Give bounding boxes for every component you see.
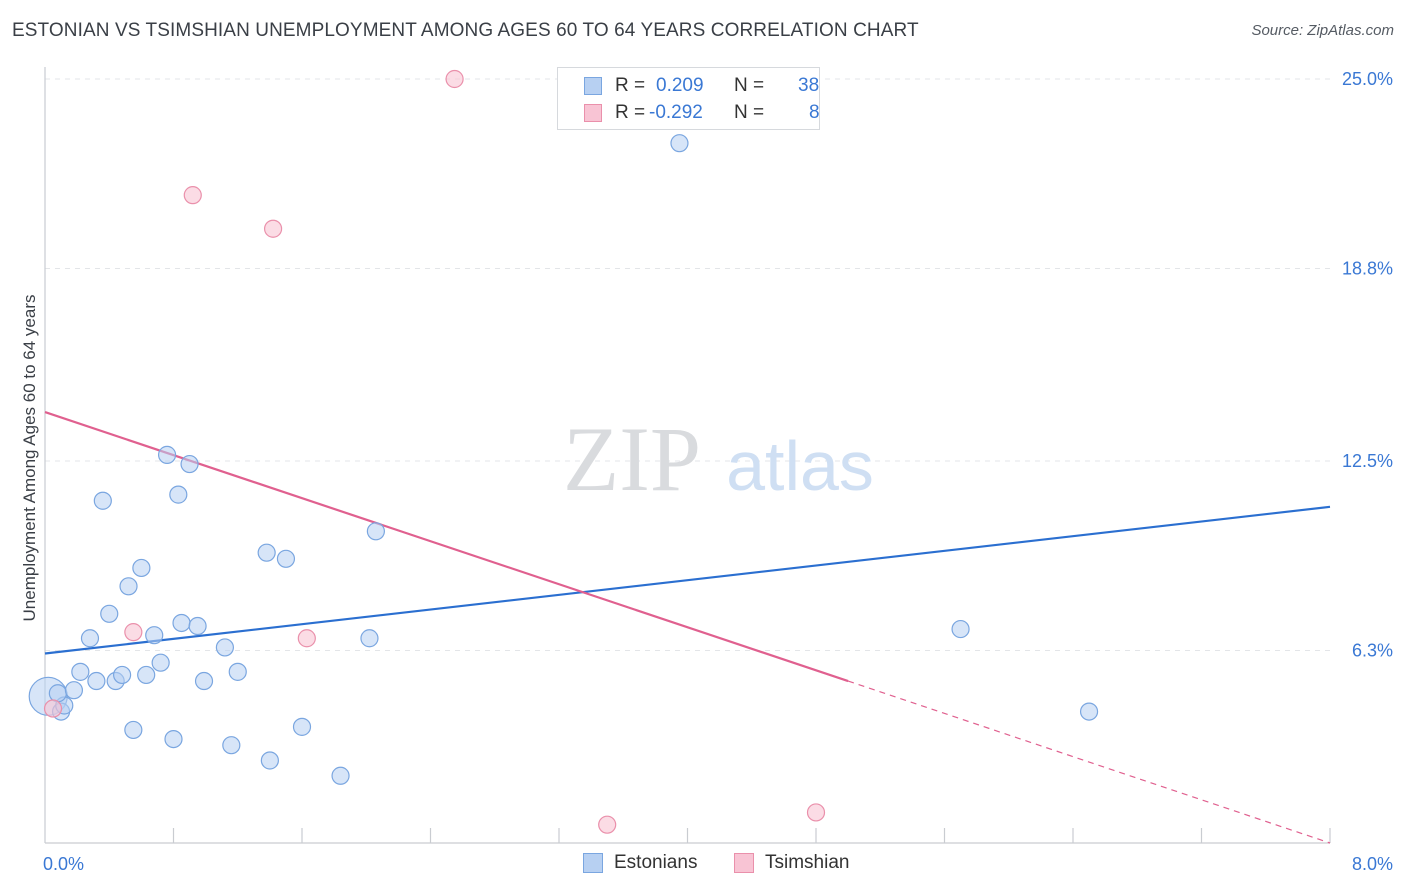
point-estonians [157, 445, 177, 464]
point-tsimshian [806, 803, 826, 822]
legend-n-label: N = [734, 75, 765, 96]
chart-title: ESTONIAN VS TSIMSHIAN UNEMPLOYMENT AMONG… [12, 20, 919, 41]
trend-line-estonians [44, 505, 1331, 655]
point-tsimshian [297, 629, 316, 648]
x-tick-label: 8.0% [1352, 854, 1393, 874]
legend-n-value: 38 [798, 75, 820, 96]
point-estonians [100, 604, 119, 623]
point-estonians [172, 613, 191, 633]
point-tsimshian [183, 186, 202, 205]
point-estonians [80, 629, 100, 648]
legend-n-value: 8 [809, 102, 820, 123]
trend-line-tsimshian [44, 411, 849, 683]
grid-lines [45, 78, 1330, 651]
point-estonians [151, 653, 170, 672]
point-estonians [1079, 702, 1099, 721]
point-tsimshian [43, 699, 63, 718]
legend-label-tsimshian: Tsimshian [765, 852, 850, 873]
point-estonians [132, 558, 151, 578]
y-tick-label: 18.8% [1342, 258, 1393, 278]
point-estonians [124, 720, 143, 740]
point-estonians [87, 671, 106, 691]
point-tsimshian [598, 815, 617, 834]
point-estonians [222, 736, 241, 755]
point-estonians [292, 717, 312, 736]
point-estonians [180, 454, 199, 474]
x-tick-label: 0.0% [43, 854, 84, 874]
watermark-atlas: atlas [726, 427, 874, 505]
point-estonians [951, 619, 970, 639]
point-estonians [119, 577, 138, 596]
legend-label-estonians: Estonians [614, 852, 698, 873]
y-tick-label: 6.3% [1352, 640, 1393, 660]
point-tsimshian [124, 623, 143, 642]
point-estonians [331, 766, 350, 785]
watermark-zip: ZIP [563, 408, 701, 510]
point-estonians [360, 629, 379, 648]
watermark: ZIP atlas [563, 408, 874, 510]
source-credit: Source: ZipAtlas.com [1251, 22, 1394, 39]
trend-lines [44, 411, 1331, 844]
stats-legend: R = 0.209 N = 38 R = -0.292 N = 8 [557, 67, 820, 130]
y-tick-label: 12.5% [1342, 451, 1393, 471]
y-axis-label: Unemployment Among Ages 60 to 64 years [20, 294, 39, 622]
y-tick-label: 25.0% [1342, 69, 1393, 89]
legend-swatch-tsimshian [734, 853, 754, 873]
point-estonians [164, 729, 183, 749]
legend-n-label: N = [734, 102, 765, 123]
point-estonians [276, 549, 296, 568]
legend-swatch-tsimshian [584, 104, 602, 122]
point-estonians [260, 751, 279, 770]
legend-r-value: 0.209 [656, 75, 704, 96]
point-tsimshian [445, 69, 464, 89]
point-estonians [228, 662, 247, 681]
legend-r-label: R = [615, 102, 646, 123]
tick-labels: 6.3% 12.5% 18.8% 25.0% 0.0% 8.0% [43, 69, 1393, 874]
point-estonians [112, 665, 132, 685]
point-estonians [48, 684, 67, 703]
point-estonians [366, 522, 385, 541]
point-estonians [215, 638, 234, 657]
trend-line-tsimshian-extension [847, 680, 1331, 844]
point-estonians [670, 134, 689, 153]
point-estonians [145, 626, 164, 645]
point-estonians [71, 662, 90, 681]
legend-r-value: -0.292 [649, 102, 703, 123]
point-estonians [64, 681, 84, 700]
point-estonians [93, 491, 112, 510]
point-estonians [257, 543, 276, 562]
point-estonians [188, 616, 207, 636]
legend-r-label: R = [615, 75, 646, 96]
point-tsimshian [263, 219, 283, 238]
data-points [28, 69, 1099, 834]
legend-swatch-estonians [584, 77, 602, 95]
point-estonians [137, 665, 156, 685]
point-estonians [169, 485, 188, 504]
legend-swatch-estonians [583, 853, 603, 873]
point-estonians [194, 671, 214, 691]
